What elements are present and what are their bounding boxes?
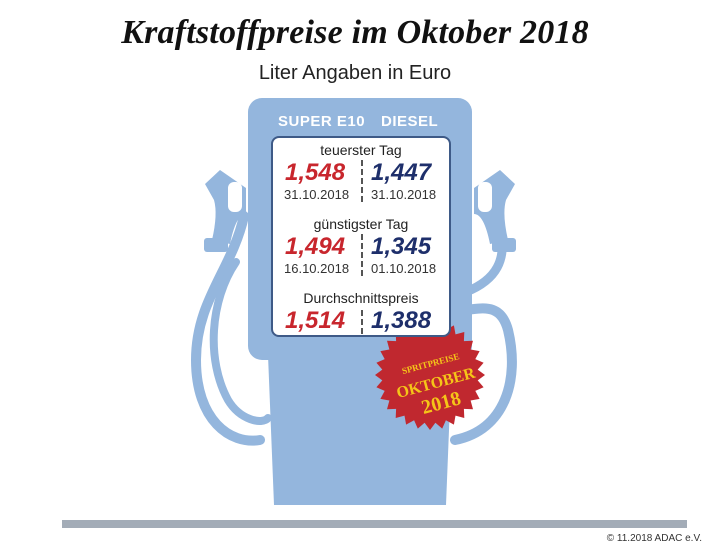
- divider-1: [361, 160, 363, 202]
- section-label-expensive: teuerster Tag: [320, 142, 402, 158]
- seal-text: SPRITPREISE OKTOBER 2018: [395, 351, 478, 419]
- hose-left: [190, 211, 265, 446]
- seal-badge-icon: [375, 320, 485, 430]
- fuel-nozzle-left-icon: [204, 170, 246, 252]
- super-date-cheapest: 16.10.2018: [284, 261, 350, 276]
- hose-left-loop: [209, 258, 272, 425]
- super-date-expensive: 31.10.2018: [284, 187, 350, 202]
- column-super-label: SUPER E10: [278, 113, 366, 130]
- hose-right: [450, 303, 517, 445]
- diesel-price-expensive: 1,447: [371, 159, 432, 186]
- page-subtitle: Liter Angaben in Euro: [258, 62, 452, 84]
- footer-bar: [62, 520, 687, 528]
- page-title: Kraftstoffpreise im Oktober 2018: [121, 14, 589, 51]
- seal-shape: [375, 320, 485, 430]
- diesel-price-cheapest: 1,345: [371, 233, 432, 260]
- section-label-average: Durchschnittspreis: [303, 290, 419, 306]
- diesel-date-expensive: 31.10.2018: [371, 187, 437, 202]
- super-price-cheapest: 1,494: [285, 233, 346, 260]
- section-label-cheapest: günstigster Tag: [313, 216, 409, 232]
- super-price-expensive: 1,548: [285, 159, 346, 186]
- diesel-date-cheapest: 01.10.2018: [371, 261, 437, 276]
- diesel-price-average: 1,388: [371, 307, 432, 334]
- divider-2: [361, 234, 363, 276]
- divider-3: [361, 310, 363, 334]
- copyright: © 11.2018 ADAC e.V.: [606, 533, 702, 544]
- fuel-nozzle-right-icon: [474, 170, 516, 252]
- column-diesel-label: DIESEL: [381, 113, 439, 130]
- super-price-average: 1,514: [285, 307, 346, 334]
